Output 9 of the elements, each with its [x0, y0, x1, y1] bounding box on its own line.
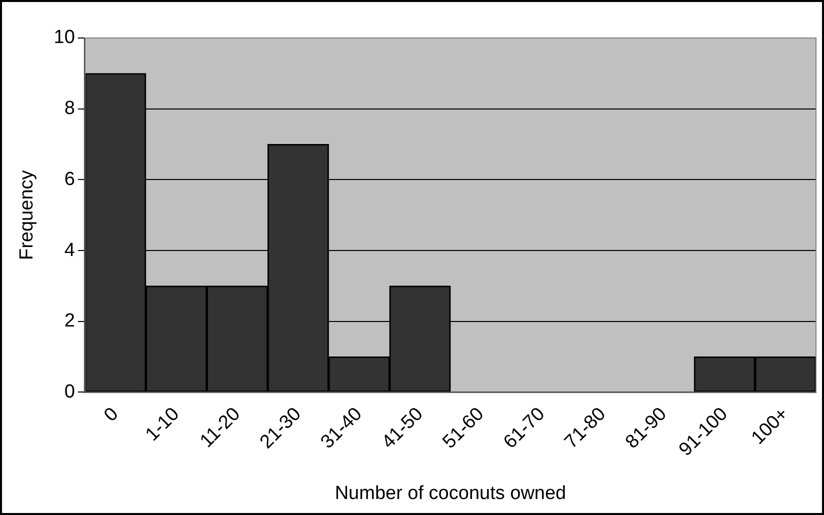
y-tick-label: 6 — [64, 168, 75, 190]
x-axis-title: Number of coconuts owned — [334, 482, 566, 504]
y-tick-label: 0 — [64, 381, 75, 402]
y-tick-label: 8 — [64, 98, 75, 120]
y-tick-label: 2 — [64, 310, 75, 332]
y-tick-label: 4 — [64, 240, 76, 261]
y-tick-label: 10 — [54, 27, 75, 48]
y-axis-title: Frequency — [16, 170, 38, 260]
x-tick-label: 0 — [100, 404, 123, 426]
